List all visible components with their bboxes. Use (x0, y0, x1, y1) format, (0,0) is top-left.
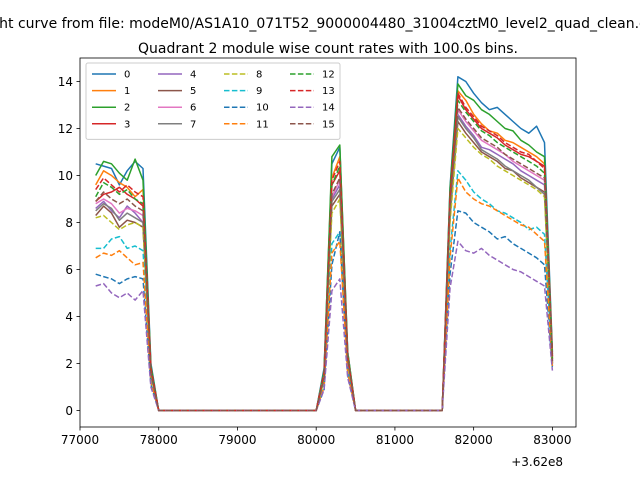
x-tick-label: 81000 (376, 433, 414, 447)
y-tick-label: 0 (65, 404, 73, 418)
axes-layer: 77000 78000 79000 80000 81000 82000 83000 0 2 4 6 8… (58, 57, 577, 447)
y-tick-label: 14 (58, 75, 73, 89)
x-tick-label: 82000 (455, 433, 493, 447)
legend-label-8: 8 (256, 70, 262, 81)
legend-label-15: 15 (322, 119, 335, 130)
legend-label-6: 6 (190, 103, 196, 114)
x-offset-label: +3.62e8 (511, 455, 563, 469)
legend-label-7: 7 (190, 119, 196, 130)
legend-label-11: 11 (256, 119, 269, 130)
legend-label-1: 1 (124, 86, 130, 97)
legend-frame (85, 62, 341, 140)
x-tick-label: 83000 (533, 433, 571, 447)
x-tick-label: 79000 (218, 433, 256, 447)
legend-label-3: 3 (124, 119, 130, 130)
legend-label-0: 0 (124, 70, 130, 81)
x-tick-label: 78000 (140, 433, 178, 447)
legend-label-14: 14 (322, 103, 335, 114)
chart-title: Quadrant 2 module wise count rates with … (138, 41, 518, 57)
legend-label-9: 9 (256, 86, 262, 97)
series-line-9 (95, 170, 554, 412)
axes-frame (79, 57, 577, 428)
figure-suptitle: Light curve from file: modeM0/AS1A10_071… (0, 16, 640, 32)
x-tick-label: 80000 (297, 433, 335, 447)
legend-label-10: 10 (256, 103, 269, 114)
series-line-10 (95, 210, 554, 412)
legend-label-12: 12 (322, 70, 335, 81)
y-tick-label: 12 (58, 122, 73, 136)
legend-label-4: 4 (190, 70, 196, 81)
series-line-12 (95, 99, 554, 412)
y-tick-label: 10 (58, 169, 73, 183)
legend-label-5: 5 (190, 86, 196, 97)
legend-label-13: 13 (322, 86, 335, 97)
series-line-13 (95, 92, 554, 412)
x-tick-label: 77000 (61, 433, 99, 447)
series-layer (95, 76, 554, 412)
y-tick-label: 2 (65, 357, 73, 371)
series-line-15 (95, 106, 554, 412)
legend-label-2: 2 (124, 103, 130, 114)
y-tick-label: 8 (65, 216, 73, 230)
y-tick-label: 6 (65, 263, 73, 277)
y-tick-label: 4 (65, 310, 73, 324)
